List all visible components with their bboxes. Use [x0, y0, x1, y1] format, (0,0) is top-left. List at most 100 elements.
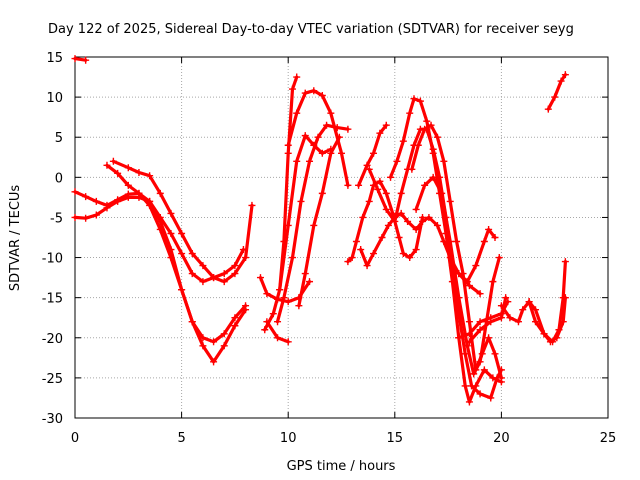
data-point-marker [280, 294, 288, 302]
data-point-marker [551, 93, 559, 101]
data-point-marker [369, 250, 377, 258]
data-point-marker [92, 211, 100, 219]
data-point-marker [376, 177, 384, 185]
y-tick-label: 10 [46, 91, 63, 106]
y-tick-label: 0 [55, 171, 63, 186]
data-point-marker [453, 238, 461, 246]
data-point-marker [446, 197, 454, 205]
data-point-marker [276, 286, 284, 294]
data-point-marker [365, 165, 373, 173]
data-point-marker [220, 278, 228, 286]
data-point-marker [306, 278, 314, 286]
data-point-marker [314, 133, 322, 141]
data-point-marker [463, 342, 471, 350]
data-point-marker [476, 326, 484, 334]
series-line [359, 211, 482, 296]
data-point-marker [465, 282, 473, 290]
data-point-marker [399, 250, 407, 258]
data-point-marker [382, 189, 390, 197]
data-point-marker [318, 92, 326, 100]
data-point-marker [167, 254, 175, 262]
data-point-marker [284, 298, 292, 306]
x-tick-label: 20 [493, 431, 510, 446]
data-point-marker [549, 338, 557, 346]
series-sat-v [465, 294, 510, 346]
data-point-marker [378, 234, 386, 241]
data-point-marker [274, 295, 282, 303]
data-point-marker [301, 89, 309, 97]
data-point-marker [355, 181, 363, 189]
y-tick-label: 15 [46, 51, 63, 66]
data-point-marker [248, 201, 256, 209]
data-point-marker [124, 193, 132, 201]
data-point-marker [357, 246, 365, 254]
series-line [105, 163, 248, 364]
series-sat-j [284, 87, 352, 189]
series-line [73, 190, 245, 284]
series-sat-e [71, 55, 90, 64]
data-point-marker [446, 238, 454, 246]
y-tick-label: -20 [42, 332, 63, 347]
data-point-marker [397, 189, 405, 197]
data-point-marker [485, 225, 493, 233]
data-point-marker [480, 238, 488, 246]
data-point-marker [406, 109, 414, 117]
data-point-marker [502, 294, 510, 302]
data-point-marker [310, 141, 318, 149]
data-point-marker [410, 95, 418, 103]
data-point-marker [199, 342, 207, 350]
data-point-marker [327, 149, 335, 157]
data-point-marker [288, 254, 296, 262]
data-point-marker [412, 205, 420, 213]
data-point-marker [438, 189, 446, 197]
data-point-marker [220, 330, 228, 338]
data-point-marker [455, 334, 463, 342]
data-point-marker [263, 318, 271, 326]
data-point-marker [103, 204, 111, 212]
series-group [71, 55, 569, 406]
x-tick-label: 15 [387, 431, 404, 446]
data-point-marker [297, 197, 305, 205]
data-point-marker [359, 213, 367, 221]
series-sat-t [455, 225, 499, 286]
data-point-marker [269, 310, 277, 318]
data-point-marker [124, 181, 132, 189]
series-sat-a [71, 188, 247, 286]
data-point-marker [497, 374, 505, 382]
data-point-marker [167, 229, 175, 237]
data-point-marker [472, 382, 480, 390]
data-point-marker [376, 129, 384, 137]
data-point-marker [293, 109, 301, 117]
data-point-marker [167, 209, 175, 217]
data-point-marker [210, 358, 218, 366]
data-point-marker [532, 318, 540, 326]
series-sat-h [263, 318, 292, 346]
data-point-marker [306, 157, 314, 165]
data-point-marker [242, 306, 250, 314]
data-point-marker [82, 56, 90, 64]
data-point-marker [561, 71, 569, 79]
data-point-marker [427, 121, 435, 129]
data-point-marker [103, 161, 111, 169]
data-point-marker [210, 338, 218, 346]
data-point-marker [363, 262, 371, 270]
data-point-marker [476, 358, 484, 366]
data-point-marker [506, 314, 514, 322]
data-point-marker [92, 197, 100, 205]
data-point-marker [416, 97, 424, 105]
data-point-marker [82, 193, 90, 201]
series-line [297, 135, 341, 308]
x-tick-label: 5 [177, 431, 185, 446]
y-axis-label: SDTVAR / TECUs [8, 185, 23, 292]
data-point-marker [348, 254, 356, 262]
data-point-marker [495, 254, 503, 262]
data-point-marker [540, 330, 548, 338]
data-point-marker [231, 262, 239, 270]
data-point-marker [382, 121, 390, 129]
y-tick-label: -30 [42, 412, 63, 427]
data-point-marker [557, 77, 565, 85]
data-point-marker [338, 149, 345, 157]
data-point-marker [344, 181, 352, 189]
data-point-marker [274, 334, 282, 342]
y-tick-label: -5 [50, 211, 63, 226]
